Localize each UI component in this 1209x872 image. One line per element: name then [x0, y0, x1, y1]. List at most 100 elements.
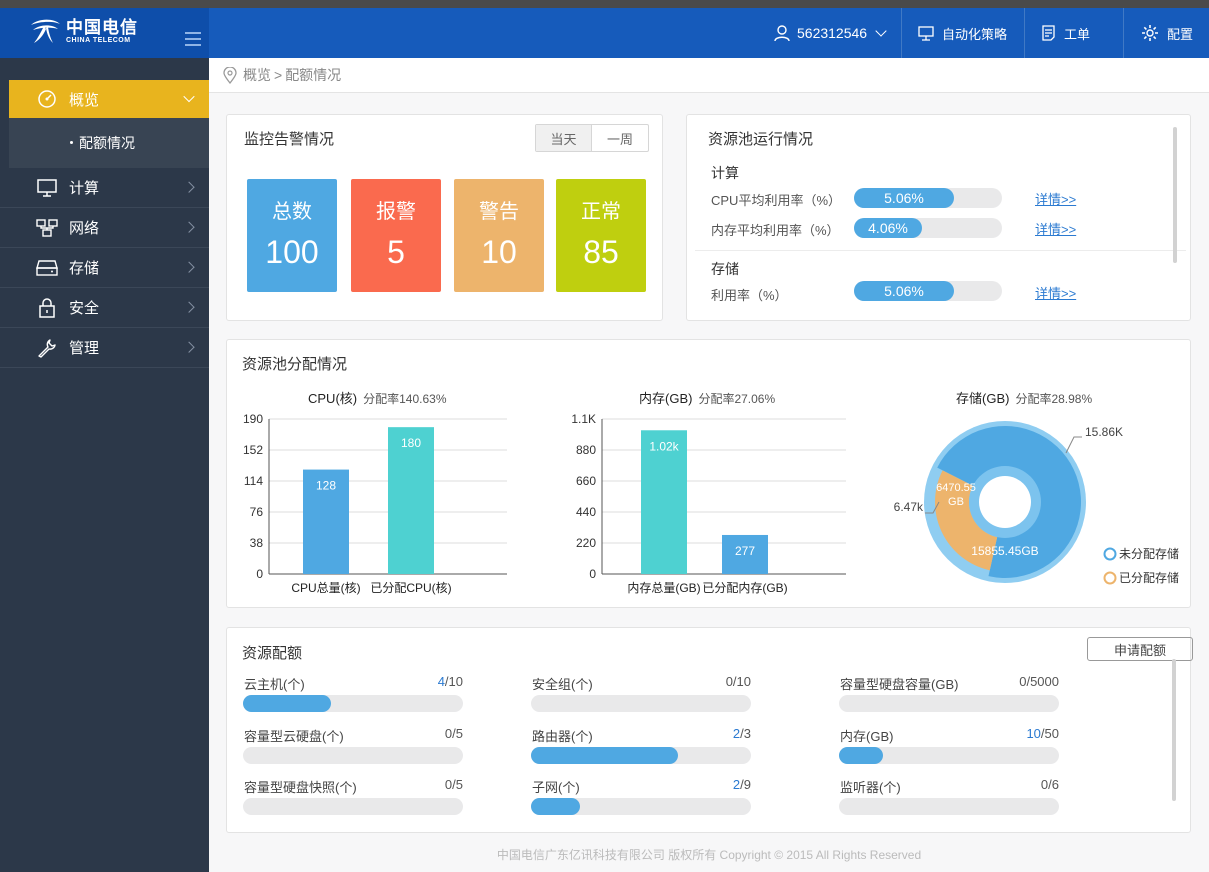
legend-swatch	[1103, 547, 1117, 561]
storage-detail-link[interactable]: 详情>>	[1035, 286, 1077, 301]
y-tick-label: 152	[243, 443, 263, 457]
quota-progress-fill	[243, 695, 331, 712]
menu-toggle-icon[interactable]	[185, 32, 201, 46]
donut-hole	[979, 476, 1031, 528]
brand-name-en: CHINA TELECOM	[66, 36, 131, 44]
bar[interactable]	[641, 430, 687, 574]
vertical-scrollbar[interactable]	[1173, 127, 1177, 263]
alarm-total-box[interactable]: 总数 100	[247, 179, 337, 292]
sidebar-item-security[interactable]: 安全	[0, 288, 209, 328]
y-tick-label: 440	[576, 505, 596, 519]
storage-chart-title: 存储(GB) 分配率28.98%	[956, 388, 1092, 407]
gear-icon	[1141, 24, 1159, 42]
cpu-detail-link[interactable]: 详情>>	[1035, 192, 1077, 207]
quota-item-label: 内存(GB)	[840, 729, 894, 744]
tab-week[interactable]: 一周	[606, 131, 633, 147]
sidebar-item-label: 概览	[69, 91, 100, 109]
quota-progress-bar	[243, 747, 463, 764]
quota-progress-bar	[531, 695, 751, 712]
sidebar-item-network[interactable]: 网络	[0, 208, 209, 248]
document-icon	[1041, 25, 1056, 41]
breadcrumb: 概览 > 配额情况	[209, 58, 1209, 93]
leader-line	[925, 501, 940, 514]
pie-label-unallocated: 15855.45GB	[971, 544, 1038, 558]
cpu-chart-rate: 分配率140.63%	[363, 392, 447, 406]
cpu-usage-value: 5.06%	[884, 190, 924, 206]
storage-usage-value: 5.06%	[884, 283, 924, 299]
bar[interactable]	[722, 534, 768, 574]
alarm-warning-value: 10	[481, 234, 517, 270]
logo-bar: 中国电信 CHINA TELECOM	[0, 8, 209, 58]
quota-progress-bar	[531, 747, 751, 764]
chevron-right-icon	[183, 181, 195, 193]
alarm-normal-value: 85	[583, 234, 619, 270]
sidebar-item-label: 计算	[69, 180, 100, 197]
quota-progress-bar	[243, 695, 463, 712]
mem-usage-value: 4.06%	[868, 220, 908, 236]
work-order-button[interactable]: 工单	[1024, 8, 1090, 58]
mem-chart-rate: 分配率27.06%	[698, 392, 776, 406]
pool-running-title: 资源池运行情况	[708, 131, 814, 148]
bar-value-label: 277	[735, 544, 755, 558]
quota-used: 0	[725, 674, 733, 689]
quota-item-label: 路由器(个)	[532, 729, 593, 744]
settings-button[interactable]: 配置	[1123, 8, 1193, 58]
sidebar-subitem-quota[interactable]: 配额情况	[9, 118, 209, 168]
quota-progress-bar	[839, 695, 1059, 712]
quota-total: /10	[732, 674, 751, 689]
pie-slice-unallocated[interactable]	[937, 426, 1081, 578]
mem-detail-link[interactable]: 详情>>	[1035, 222, 1077, 237]
vertical-scrollbar[interactable]	[1172, 659, 1176, 801]
automation-policy-button[interactable]: 自动化策略	[901, 8, 1007, 58]
quota-total: /3	[740, 726, 751, 741]
apply-quota-button[interactable]: 申请配额	[1087, 637, 1193, 661]
sidebar-item-management[interactable]: 管理	[0, 328, 209, 368]
monitor-title: 监控告警情况	[244, 131, 335, 148]
sidebar-item-storage[interactable]: 存储	[0, 248, 209, 288]
alarm-critical-value: 5	[387, 234, 405, 270]
leader-line	[1065, 436, 1082, 454]
quota-item-label: 容量型硬盘快照(个)	[244, 780, 357, 795]
monitor-icon	[918, 25, 934, 41]
y-tick-label: 220	[576, 536, 596, 550]
pie-outer-label-allocated: 6.47k	[894, 500, 924, 514]
cpu-usage-label: CPU平均利用率（%）	[711, 193, 842, 208]
user-menu[interactable]: 562312546	[773, 8, 887, 58]
pie-slice-allocated[interactable]	[935, 470, 998, 571]
x-category-label: CPU总量(核)	[291, 581, 360, 595]
bar[interactable]	[303, 469, 349, 574]
x-category-label: 已分配CPU(核)	[370, 581, 451, 595]
quota-item-label: 安全组(个)	[532, 677, 593, 692]
legend-label: 未分配存储	[1119, 546, 1179, 561]
automation-policy-label: 自动化策略	[942, 26, 1008, 42]
pie-label-allocated-unit: GB	[948, 496, 964, 508]
quota-used: 0	[1040, 777, 1049, 792]
legend-swatch	[1103, 571, 1117, 585]
section-divider	[695, 250, 1186, 251]
storage-usage-bar: 5.06%	[854, 281, 1002, 301]
lock-icon	[36, 297, 58, 319]
alarm-critical-box[interactable]: 报警 5	[351, 179, 441, 292]
user-icon	[773, 24, 791, 42]
mem-usage-label: 内存平均利用率（%）	[711, 223, 840, 238]
time-range-switch: 当天 一周	[535, 124, 649, 152]
tab-today[interactable]: 当天	[536, 125, 592, 151]
quota-used: 0	[444, 726, 453, 741]
y-tick-label: 76	[250, 505, 264, 519]
alarm-normal-box[interactable]: 正常 85	[556, 179, 646, 292]
compute-section-label: 计算	[711, 165, 739, 181]
alarm-total-value: 100	[265, 234, 319, 270]
sidebar-item-overview[interactable]: 概览	[9, 80, 209, 118]
wrench-icon	[36, 337, 58, 359]
quota-total: /50	[1040, 726, 1059, 741]
breadcrumb-home[interactable]: 概览	[243, 67, 271, 83]
brand-logo[interactable]: 中国电信 CHINA TELECOM	[28, 16, 138, 46]
chevron-down-icon	[875, 25, 887, 37]
y-tick-label: 38	[250, 536, 264, 550]
user-id: 562312546	[797, 25, 868, 41]
y-tick-label: 660	[576, 474, 596, 488]
sidebar-item-compute[interactable]: 计算	[0, 168, 209, 208]
bar[interactable]	[388, 427, 434, 574]
alarm-warning-box[interactable]: 警告 10	[454, 179, 544, 292]
monitor-icon	[36, 177, 58, 199]
